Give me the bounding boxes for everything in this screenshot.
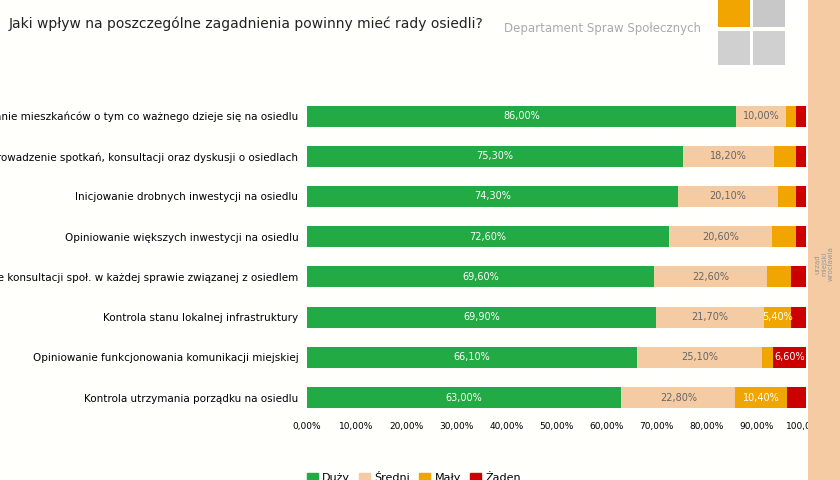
- Legend: Duży, Średni, Mały, Żaden: Duży, Średni, Mały, Żaden: [302, 468, 526, 480]
- Bar: [656, 307, 764, 327]
- Bar: [796, 106, 806, 127]
- Bar: [791, 266, 806, 288]
- Text: Jaki wpływ na poszczególne zagadnienia powinny mieć rady osiedli?: Jaki wpływ na poszczególne zagadnienia p…: [8, 17, 483, 31]
- Bar: [307, 146, 683, 167]
- Bar: [307, 186, 678, 207]
- Bar: [654, 266, 768, 288]
- Text: 74,30%: 74,30%: [474, 192, 511, 202]
- Text: 10,00%: 10,00%: [743, 111, 780, 121]
- Text: 69,60%: 69,60%: [462, 272, 499, 282]
- Text: 5,40%: 5,40%: [763, 312, 793, 322]
- Text: 66,10%: 66,10%: [454, 352, 491, 362]
- Bar: [736, 387, 787, 408]
- Bar: [791, 307, 806, 327]
- Bar: [796, 226, 806, 247]
- Text: 86,00%: 86,00%: [503, 111, 540, 121]
- Bar: [622, 387, 736, 408]
- Bar: [307, 347, 637, 368]
- Bar: [768, 266, 791, 288]
- Text: 10,40%: 10,40%: [743, 393, 780, 403]
- Text: 25,10%: 25,10%: [681, 352, 718, 362]
- Bar: [779, 186, 796, 207]
- Text: 22,80%: 22,80%: [660, 393, 697, 403]
- Text: 22,60%: 22,60%: [692, 272, 729, 282]
- Bar: [307, 266, 654, 288]
- Text: 63,00%: 63,00%: [446, 393, 482, 403]
- Bar: [774, 347, 806, 368]
- Bar: [307, 226, 669, 247]
- Text: urząd
miejski
wrocławia: urząd miejski wrocławia: [814, 247, 834, 281]
- Text: 72,60%: 72,60%: [470, 232, 507, 242]
- Text: Departament Spraw Społecznych: Departament Spraw Społecznych: [504, 22, 701, 35]
- Bar: [796, 146, 806, 167]
- Bar: [763, 347, 774, 368]
- Bar: [787, 387, 806, 408]
- Text: 18,20%: 18,20%: [710, 151, 747, 161]
- Bar: [678, 186, 779, 207]
- Text: 6,60%: 6,60%: [774, 352, 806, 362]
- Text: 69,90%: 69,90%: [463, 312, 500, 322]
- Bar: [669, 226, 773, 247]
- Bar: [637, 347, 763, 368]
- Bar: [796, 186, 806, 207]
- Bar: [774, 146, 796, 167]
- Bar: [764, 307, 791, 327]
- Bar: [737, 106, 786, 127]
- Bar: [307, 387, 622, 408]
- Bar: [683, 146, 774, 167]
- Text: 20,60%: 20,60%: [702, 232, 739, 242]
- Text: 21,70%: 21,70%: [691, 312, 728, 322]
- Bar: [307, 106, 737, 127]
- Text: 20,10%: 20,10%: [710, 192, 747, 202]
- Bar: [773, 226, 796, 247]
- Bar: [307, 307, 656, 327]
- Text: 75,30%: 75,30%: [476, 151, 513, 161]
- Bar: [786, 106, 796, 127]
